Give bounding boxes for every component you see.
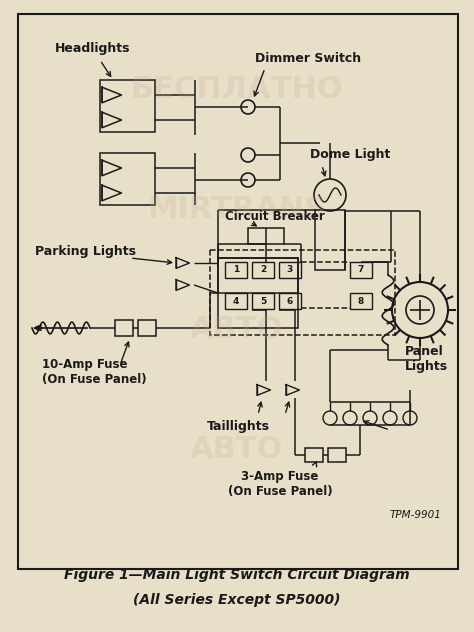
Bar	[279, 262, 301, 278]
Text: Panel
Lights: Panel Lights	[405, 345, 448, 373]
Text: 3: 3	[287, 265, 293, 274]
Bar	[18, 14, 458, 569]
Text: TPM-9901: TPM-9901	[390, 510, 442, 520]
Bar	[350, 293, 372, 309]
Bar	[225, 293, 247, 309]
Bar	[115, 320, 133, 336]
Text: АВТО: АВТО	[191, 315, 283, 344]
Bar	[305, 448, 323, 462]
Bar	[315, 210, 345, 270]
Text: Dome Light: Dome Light	[310, 148, 391, 161]
Text: 10-Amp Fuse
(On Fuse Panel): 10-Amp Fuse (On Fuse Panel)	[42, 358, 146, 386]
Text: 8: 8	[358, 296, 364, 305]
Text: Dimmer Switch: Dimmer Switch	[255, 52, 361, 65]
Text: Parking Lights: Parking Lights	[35, 245, 136, 258]
Text: 7: 7	[358, 265, 364, 274]
Bar	[328, 448, 346, 462]
Text: 4: 4	[233, 296, 239, 305]
Bar	[252, 262, 274, 278]
Bar	[218, 258, 298, 328]
Bar	[210, 250, 395, 335]
Bar	[138, 320, 156, 336]
Bar	[252, 293, 274, 309]
Bar	[248, 228, 284, 244]
Text: АВТО: АВТО	[191, 435, 283, 465]
Text: 6: 6	[287, 296, 293, 305]
Text: 3-Amp Fuse
(On Fuse Panel): 3-Amp Fuse (On Fuse Panel)	[228, 470, 332, 498]
Bar	[100, 153, 155, 205]
Bar	[225, 262, 247, 278]
Text: Headlights: Headlights	[55, 42, 130, 55]
Bar	[350, 262, 372, 278]
Text: 5: 5	[260, 296, 266, 305]
Text: БЕСПЛАТНО: БЕСПЛАТНО	[131, 75, 343, 104]
Text: Taillights: Taillights	[207, 420, 270, 433]
Bar	[279, 293, 301, 309]
Text: MIRTRANS: MIRTRANS	[147, 195, 327, 224]
Text: Figure 1—Main Light Switch Circuit Diagram: Figure 1—Main Light Switch Circuit Diagr…	[64, 568, 410, 582]
Text: Circuit Breaker: Circuit Breaker	[225, 210, 325, 223]
Text: (All Series Except SP5000): (All Series Except SP5000)	[133, 593, 341, 607]
Bar	[218, 258, 298, 293]
Text: 2: 2	[260, 265, 266, 274]
Text: 1: 1	[233, 265, 239, 274]
Bar	[100, 80, 155, 132]
